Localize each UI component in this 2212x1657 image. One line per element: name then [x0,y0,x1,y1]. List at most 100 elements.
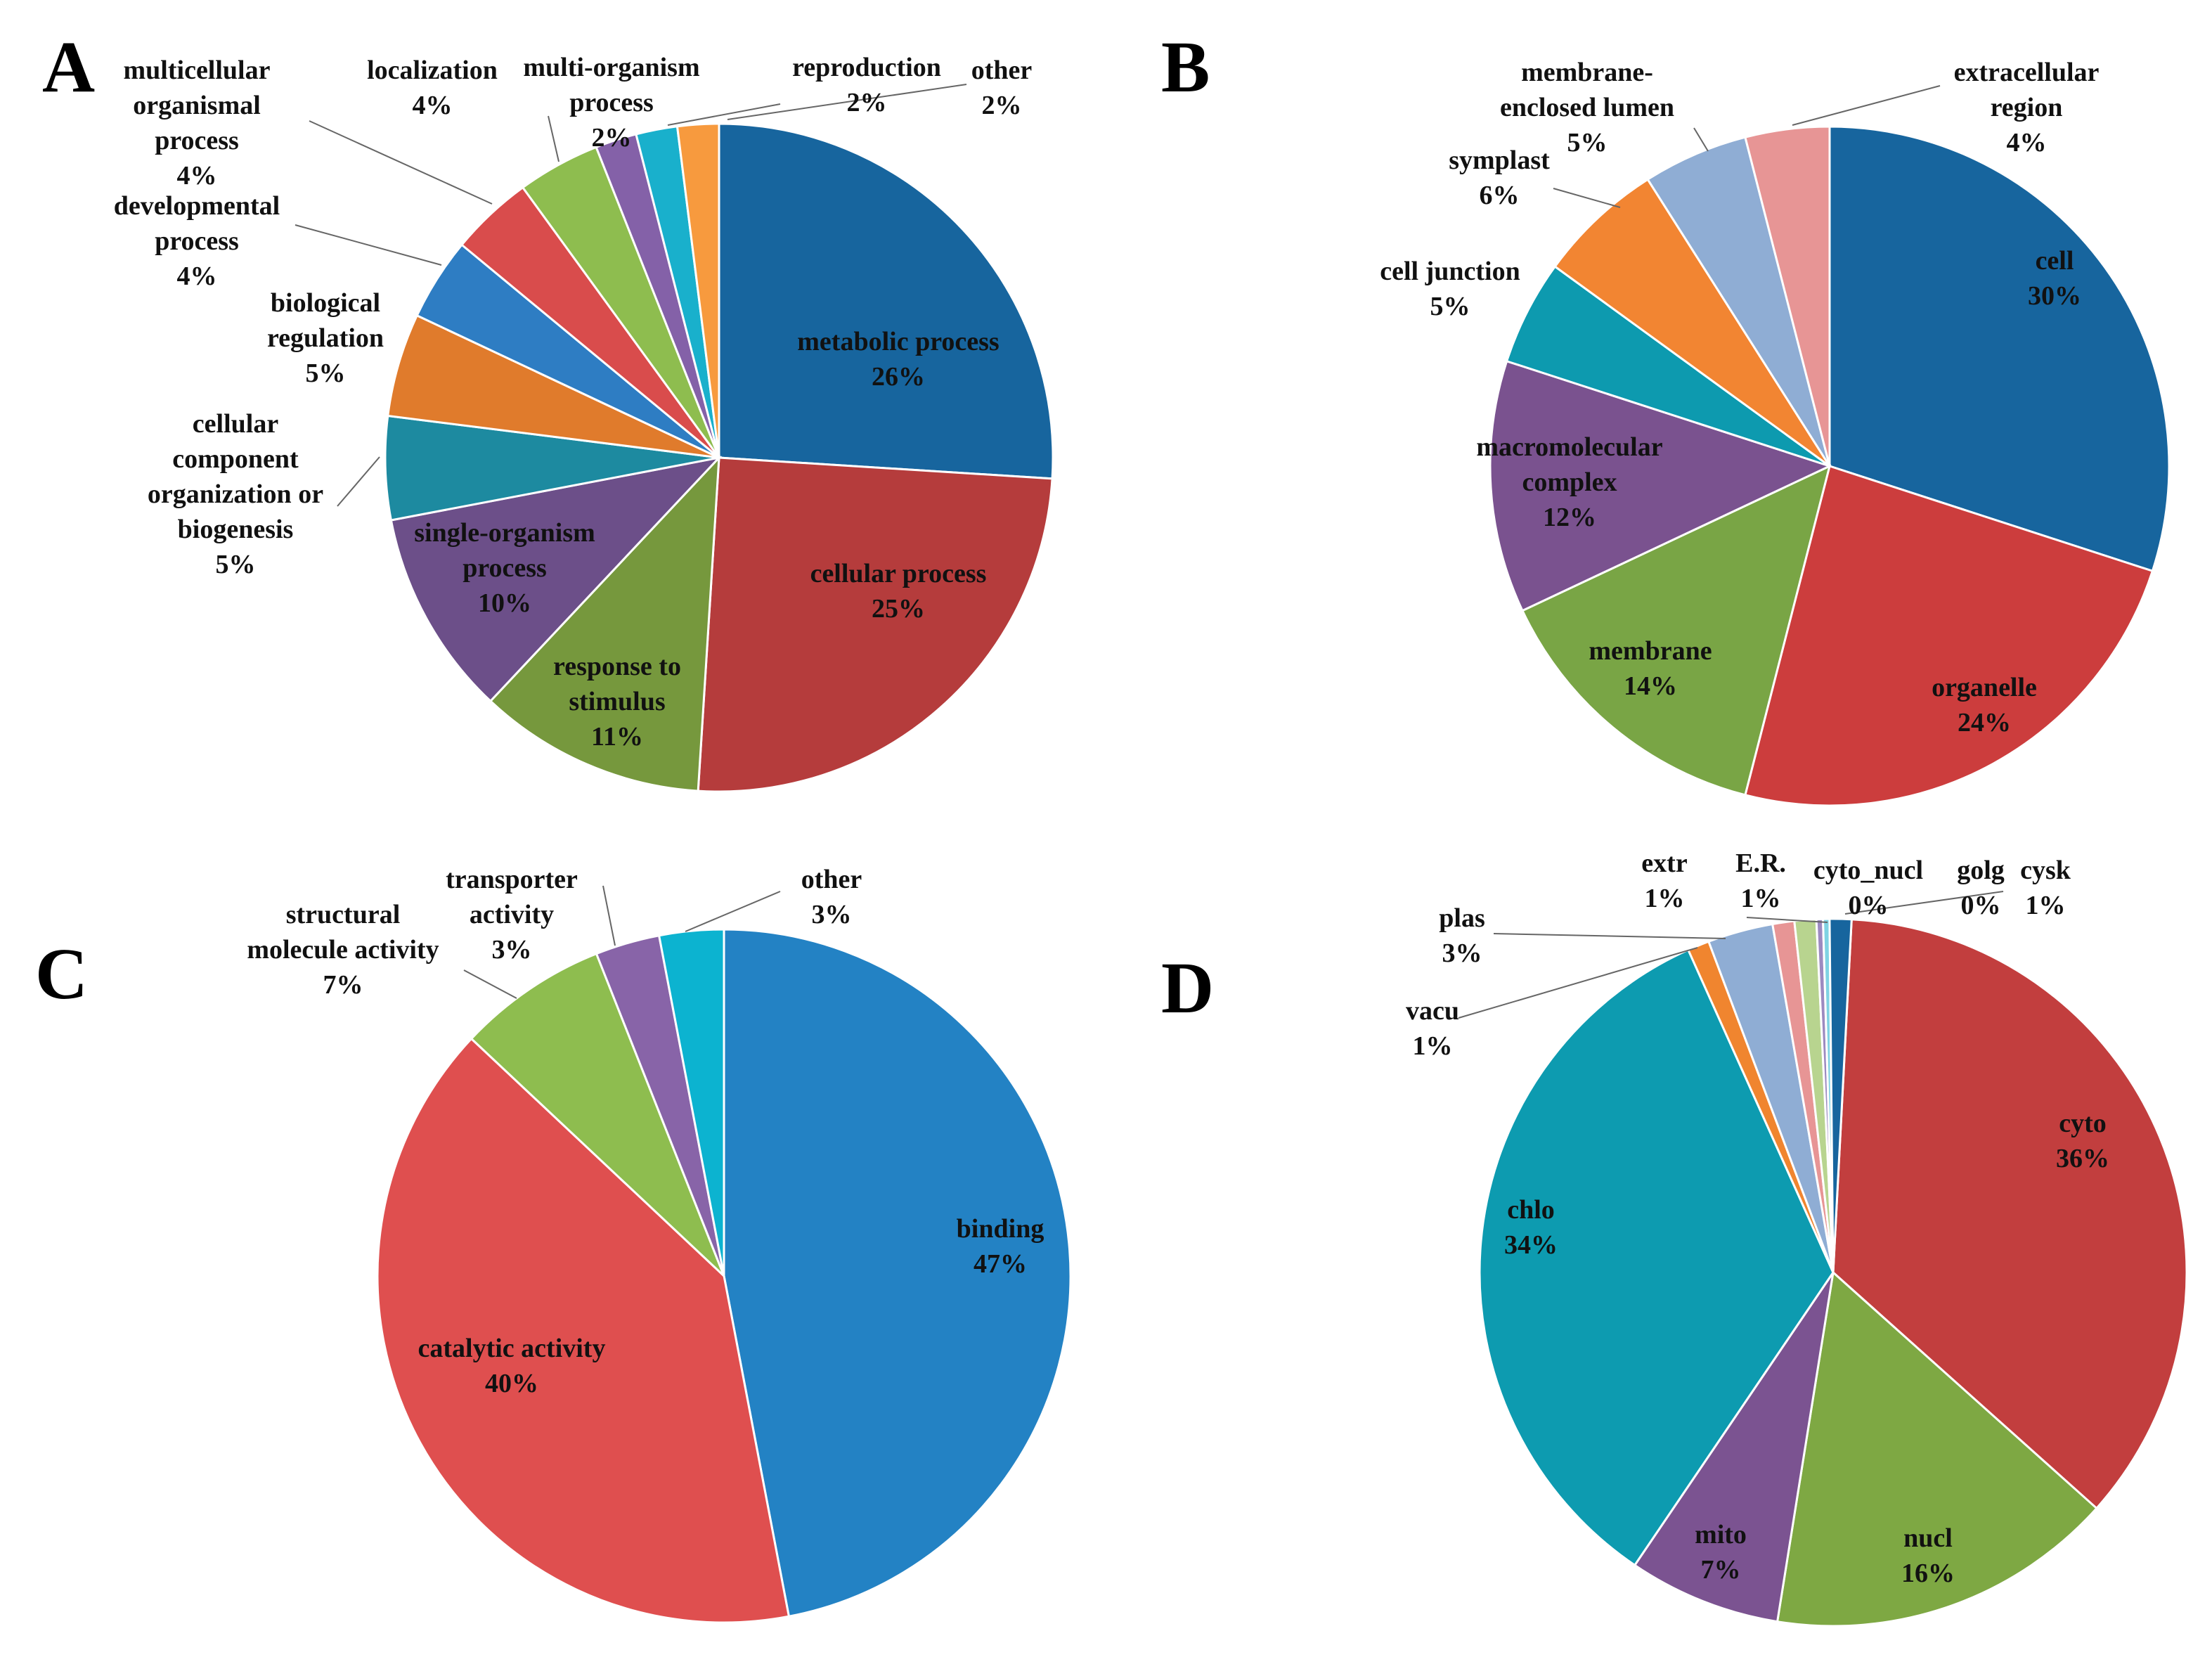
slice-name-line: catalytic activity [418,1334,606,1363]
slice-name-line: process [463,553,547,583]
slice-a-cellular-component-organization-or-biogenesis [384,414,720,522]
slice-name-line: other [971,56,1033,85]
slice-label-a-multicellular-organismal-process: multicellular organismal process 4% [124,56,271,191]
slice-percent: 25% [872,594,925,624]
slice-b-cell-junction [1505,265,1830,468]
slice-b-extracellular-region [1744,125,1831,467]
slice-percent: 4% [177,161,217,191]
slice-label-a-developmental-process: developmental process 4% [114,191,280,291]
slice-label-d-vacu: vacu 1% [1406,996,1459,1061]
slice-percent: 1% [1741,884,1781,913]
slice-name-line: single-organism [414,518,595,548]
slice-label-a-biological-regulation: biological regulation 5% [267,288,384,388]
leader-line-c-other [685,891,781,932]
leader-line-a-multicellular-organismal-process [309,120,493,205]
slice-name-line: extr [1641,849,1688,878]
slice-name-line: developmental [114,191,280,221]
slice-name-line: biogenesis [178,515,294,544]
slice-b-membrane [1520,464,1832,797]
slice-name-line: region [1991,93,2063,122]
slice-name-line: E.R. [1735,849,1786,878]
slice-name-line: multi-organism [523,53,699,82]
slice-percent: 1% [1645,884,1685,913]
slice-labels: metabolic process 26% cellular process 25% r… [114,53,2109,1588]
slice-name-line: golg [1957,856,2005,885]
slice-name-line: enclosed lumen [1500,93,1674,122]
slice-name-line: extracellular [1954,58,2100,87]
slice-b-symplast [1553,178,1831,468]
slice-percent: 1% [2026,891,2066,920]
leader-line-a-cellular-component-organization-or-biogenesis [337,456,380,507]
slice-percent: 6% [1480,181,1520,210]
slice-percent: 14% [1624,671,1677,701]
slice-name-line: nucl [1903,1523,1953,1553]
slice-percent: 5% [216,550,256,579]
slice-name-line: membrane- [1521,58,1653,87]
slice-a-single-organism-process [389,456,723,703]
slice-label-c-binding: binding 47% [957,1214,1044,1279]
slice-name-line: cellular [193,409,279,439]
slice-a-cellular-process [697,456,1054,793]
slice-label-d-cyto-nucl: cyto_nucl 0% [1813,856,1923,920]
slice-label-d-golg: golg 0% [1957,856,2005,920]
panel-letters: A B C D [35,27,1214,1029]
slice-label-d-cyto: cyto 36% [2056,1109,2109,1173]
slice-a-biological-regulation [387,314,720,459]
slice-percent: 47% [974,1249,1027,1279]
leader-line-b-extracellular-region [1792,85,1941,126]
slice-label-d-chlo: chlo 34% [1504,1195,1558,1260]
leader-line-c-structural-molecule-activity [463,969,517,999]
slice-name-line: other [801,865,862,894]
slice-name-line: process [569,88,654,117]
slice-percent: 4% [413,91,453,120]
slice-name-line: biological [271,288,380,318]
slice-percent: 11% [591,722,643,752]
slice-label-c-transporter-activity: transporter activity 3% [446,865,578,965]
leader-line-c-transporter-activity [602,885,616,946]
slice-name-line: stimulus [569,687,665,716]
slice-percent: 30% [2028,281,2081,311]
slice-label-b-cell-junction: cell junction 5% [1380,257,1520,321]
slice-percent: 3% [812,900,852,929]
slice-percent: 4% [2007,128,2047,157]
leader-line-d-plas [1493,933,1726,939]
slice-percent: 0% [1961,891,2001,920]
slice-label-a-reproduction: reproduction 2% [792,53,941,117]
pie-b [1489,125,2171,807]
slice-percent: 7% [1701,1555,1741,1585]
leader-line-a-developmental-process [295,224,442,266]
panel-letter-d: D [1161,948,1214,1029]
slice-name-line: molecule activity [247,935,439,965]
slice-name-line: membrane [1589,636,1712,666]
slice-percent: 7% [323,970,363,1000]
slice-name-line: cell [2036,246,2074,276]
slice-percent: 34% [1504,1230,1558,1260]
slice-percent: 16% [1901,1559,1955,1588]
slice-a-response-to-stimulus [489,454,720,792]
slice-label-d-plas: plas 3% [1439,903,1485,968]
slice-percent: 3% [1442,939,1482,968]
slice-name-line: macromolecular [1476,432,1662,462]
slice-percent: 36% [2056,1144,2109,1173]
leader-line-d-cyto-nucl [1746,917,1828,923]
slice-label-a-metabolic-process: metabolic process 26% [797,327,999,392]
slice-name-line: multicellular [124,56,271,85]
slice-c-structural-molecule-activity [470,952,725,1277]
slice-percent: 12% [1543,503,1596,532]
pie-d [1478,917,2188,1627]
slice-c-binding [723,928,1072,1618]
slice-name-line: organization or [148,479,323,509]
slice-name-line: reproduction [792,53,941,82]
slice-name-line: organismal [133,91,261,120]
slice-d-chlo [1478,948,1835,1567]
panel-letter-b: B [1161,27,1210,108]
slice-label-d-extr: extr 1% [1641,849,1688,913]
slice-name-line: component [172,444,299,474]
slice-name-line: process [155,126,239,155]
slice-name-line: cyto [2059,1109,2107,1138]
slice-label-b-membrane-enclosed-lumen: membrane-enclosed lumen 5% [1500,58,1674,157]
slice-label-a-single-organism-process: single-organism process 10% [414,518,595,618]
slice-percent: 3% [492,935,532,965]
slice-d-cysk [1828,917,1853,1273]
